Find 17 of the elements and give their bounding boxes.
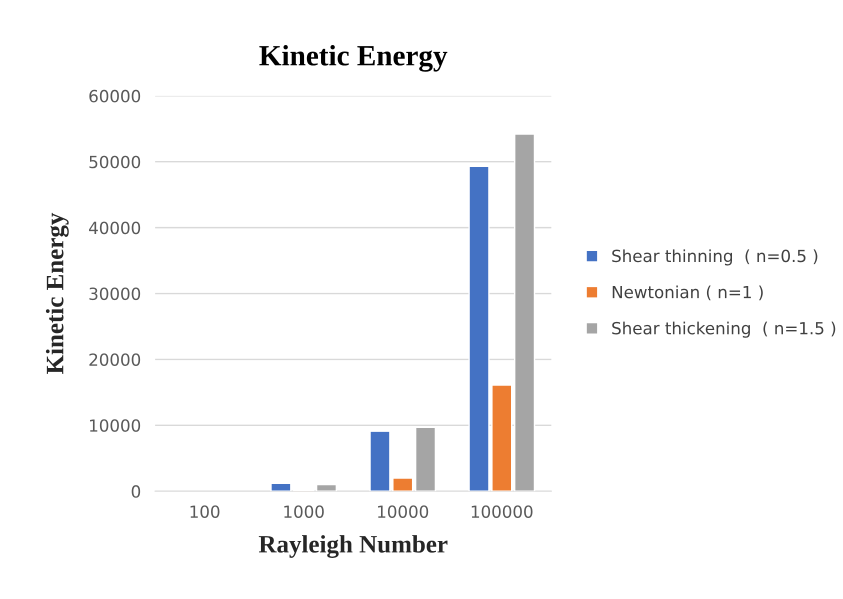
x-tick-label: 100000 [472,505,532,518]
y-tick-label: 60000 [89,90,140,102]
x-axis-title: Rayleigh Number [258,535,448,558]
chart-title: Kinetic Energy [259,45,448,72]
legend-label: Newtonian ( n=1 ) [612,285,763,300]
y-tick-label: 0 [132,485,140,498]
y-tick-label: 20000 [89,353,140,366]
legend-label: Shear thickening ( n=1.5 ) [612,322,836,338]
y-tick-label: 30000 [89,287,140,300]
y-axis-title: Kinetic Energy [46,212,69,374]
legend-label: Shear thinning ( n=0.5 ) [612,249,818,266]
x-tick-label: 10000 [378,505,428,518]
x-tick-label: 100 [190,505,220,518]
y-tick-label: 50000 [89,156,140,168]
y-tick-label: 40000 [89,222,140,234]
x-tick-label: 1000 [284,505,324,518]
y-tick-label: 10000 [90,419,140,432]
